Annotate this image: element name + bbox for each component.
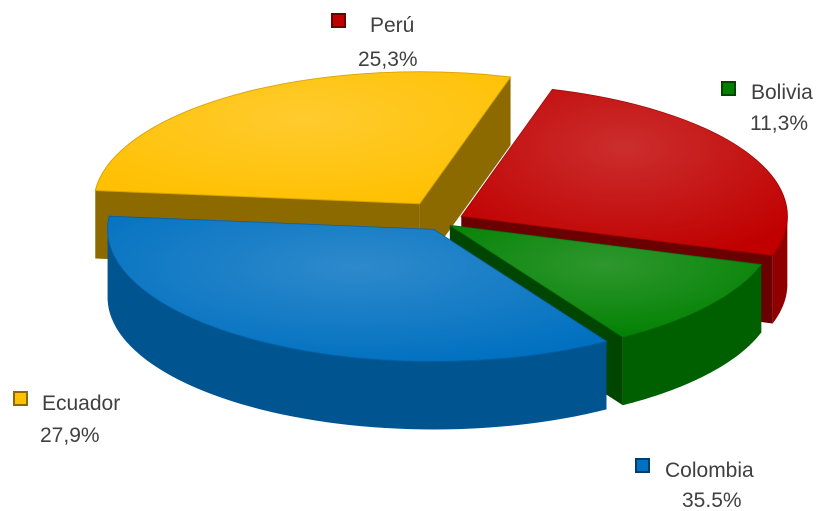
label-colombia-name: Colombia (665, 459, 754, 482)
label-ecuador-value: 27,9% (40, 424, 100, 447)
slice-ecuador-wall-1 (419, 77, 511, 272)
label-ecuador-name: Ecuador (42, 392, 120, 415)
legend-swatch-ecuador (13, 391, 28, 406)
slice-bolivia-rim (622, 264, 762, 406)
slice-ecuador-highlight (95, 71, 511, 204)
legend-swatch-colombia (635, 458, 650, 473)
label-bolivia-value: 11,3% (750, 112, 808, 135)
label-colombia-value: 35.5% (682, 489, 742, 511)
label-colombia: Colombia 35.5% (635, 458, 754, 511)
slice-peru-highlight (461, 89, 788, 256)
label-bolivia-name: Bolivia (751, 81, 813, 104)
slice-peru (460, 88, 788, 324)
slice-colombia-highlight (107, 216, 607, 362)
label-peru-value: 25,3% (358, 48, 418, 71)
label-bolivia: Bolivia 11,3% (721, 81, 813, 135)
label-peru: Perú 25,3% (331, 13, 418, 71)
slice-colombia (107, 215, 608, 430)
legend-swatch-bolivia (721, 81, 736, 96)
slice-bolivia-highlight (449, 225, 762, 338)
legend-swatch-peru (331, 13, 346, 28)
label-peru-name: Perú (370, 14, 414, 37)
label-ecuador: Ecuador 27,9% (13, 391, 120, 447)
slice-peru-rim (772, 214, 788, 324)
slice-colombia-rim (107, 230, 607, 430)
